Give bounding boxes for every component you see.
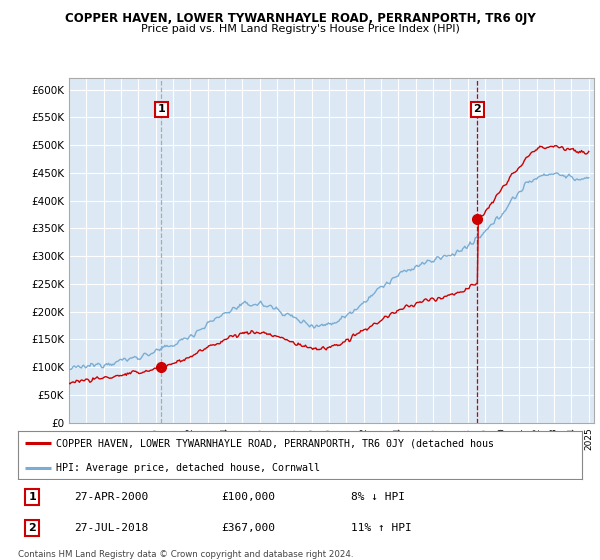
- Text: HPI: Average price, detached house, Cornwall: HPI: Average price, detached house, Corn…: [56, 463, 320, 473]
- Text: Contains HM Land Registry data © Crown copyright and database right 2024.
This d: Contains HM Land Registry data © Crown c…: [18, 550, 353, 560]
- Text: 27-JUL-2018: 27-JUL-2018: [74, 523, 149, 533]
- Text: 2: 2: [473, 104, 481, 114]
- Text: COPPER HAVEN, LOWER TYWARNHAYLE ROAD, PERRANPORTH, TR6 0JY (detached hous: COPPER HAVEN, LOWER TYWARNHAYLE ROAD, PE…: [56, 438, 494, 448]
- Text: 27-APR-2000: 27-APR-2000: [74, 492, 149, 502]
- Text: Price paid vs. HM Land Registry's House Price Index (HPI): Price paid vs. HM Land Registry's House …: [140, 24, 460, 34]
- Text: £367,000: £367,000: [221, 523, 275, 533]
- Text: 8% ↓ HPI: 8% ↓ HPI: [351, 492, 405, 502]
- Text: £100,000: £100,000: [221, 492, 275, 502]
- Text: 1: 1: [28, 492, 36, 502]
- Text: 2: 2: [28, 523, 36, 533]
- Text: 1: 1: [157, 104, 165, 114]
- Text: 11% ↑ HPI: 11% ↑ HPI: [351, 523, 412, 533]
- Text: COPPER HAVEN, LOWER TYWARNHAYLE ROAD, PERRANPORTH, TR6 0JY: COPPER HAVEN, LOWER TYWARNHAYLE ROAD, PE…: [65, 12, 535, 25]
